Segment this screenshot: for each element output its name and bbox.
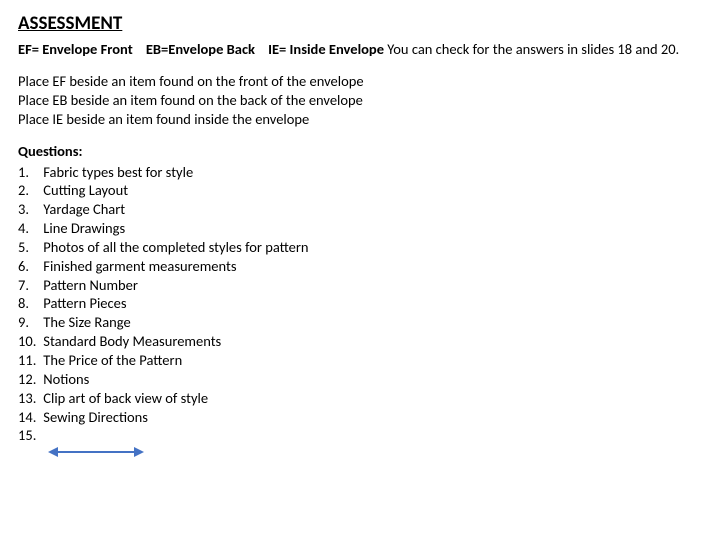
- question-item: 2. Cutting Layout: [18, 181, 702, 200]
- question-number: 4.: [18, 219, 40, 238]
- question-number: 3.: [18, 200, 40, 219]
- question-text: Sewing Directions: [40, 408, 148, 426]
- question-number: 9.: [18, 313, 40, 332]
- question-text: The Price of the Pattern: [40, 351, 182, 369]
- instruction-line: Place EF beside an item found on the fro…: [18, 72, 702, 91]
- question-text: Clip art of back view of style: [40, 389, 208, 407]
- question-number: 14.: [18, 408, 40, 427]
- question-number: 6.: [18, 257, 40, 276]
- question-item: 8. Pattern Pieces: [18, 294, 702, 313]
- question-text: Standard Body Measurements: [40, 332, 221, 350]
- question-number: 15.: [18, 426, 40, 445]
- legend-ef: EF= Envelope Front: [18, 40, 133, 58]
- question-text: Notions: [40, 370, 89, 388]
- instruction-line: Place IE beside an item found inside the…: [18, 110, 702, 129]
- legend-line: EF= Envelope Front EB=Envelope Back IE= …: [18, 40, 702, 58]
- question-number: 13.: [18, 389, 40, 408]
- legend-ie: IE= Inside Envelope: [268, 40, 384, 58]
- question-item: 9. The Size Range: [18, 313, 702, 332]
- question-number: 10.: [18, 332, 40, 351]
- question-number: 11.: [18, 351, 40, 370]
- question-item: 10. Standard Body Measurements: [18, 332, 702, 351]
- page-title: ASSESSMENT: [18, 12, 702, 36]
- legend-eb: EB=Envelope Back: [146, 40, 255, 58]
- instructions-block: Place EF beside an item found on the fro…: [18, 72, 702, 129]
- question-item: 11. The Price of the Pattern: [18, 351, 702, 370]
- question-number: 8.: [18, 294, 40, 313]
- question-item: 6. Finished garment measurements: [18, 257, 702, 276]
- double-arrow-icon: [48, 447, 702, 457]
- question-number: 5.: [18, 238, 40, 257]
- instruction-line: Place EB beside an item found on the bac…: [18, 91, 702, 110]
- questions-list: 1. Fabric types best for style2. Cutting…: [18, 163, 702, 446]
- question-number: 2.: [18, 181, 40, 200]
- question-item: 12. Notions: [18, 370, 702, 389]
- question-item: 14. Sewing Directions: [18, 408, 702, 427]
- question-item: 7. Pattern Number: [18, 276, 702, 295]
- legend-trailing: You can check for the answers in slides …: [387, 40, 679, 58]
- question-text: Photos of all the completed styles for p…: [40, 238, 309, 256]
- question-text: Cutting Layout: [40, 181, 128, 199]
- question-number: 7.: [18, 276, 40, 295]
- question-text: Line Drawings: [40, 219, 125, 237]
- question-text: Fabric types best for style: [40, 163, 193, 181]
- question-text: The Size Range: [40, 313, 131, 331]
- question-number: 1.: [18, 163, 40, 182]
- questions-header: Questions:: [18, 142, 702, 160]
- question-item: 4. Line Drawings: [18, 219, 702, 238]
- question-item: 13. Clip art of back view of style: [18, 389, 702, 408]
- question-item: 1. Fabric types best for style: [18, 163, 702, 182]
- question-item: 3. Yardage Chart: [18, 200, 702, 219]
- question-number: 12.: [18, 370, 40, 389]
- question-text: Pattern Number: [40, 276, 138, 294]
- question-text: Pattern Pieces: [40, 294, 127, 312]
- question-text: Finished garment measurements: [40, 257, 237, 275]
- question-text: Yardage Chart: [40, 200, 125, 218]
- question-item: 5. Photos of all the completed styles fo…: [18, 238, 702, 257]
- question-item: 15.: [18, 426, 702, 445]
